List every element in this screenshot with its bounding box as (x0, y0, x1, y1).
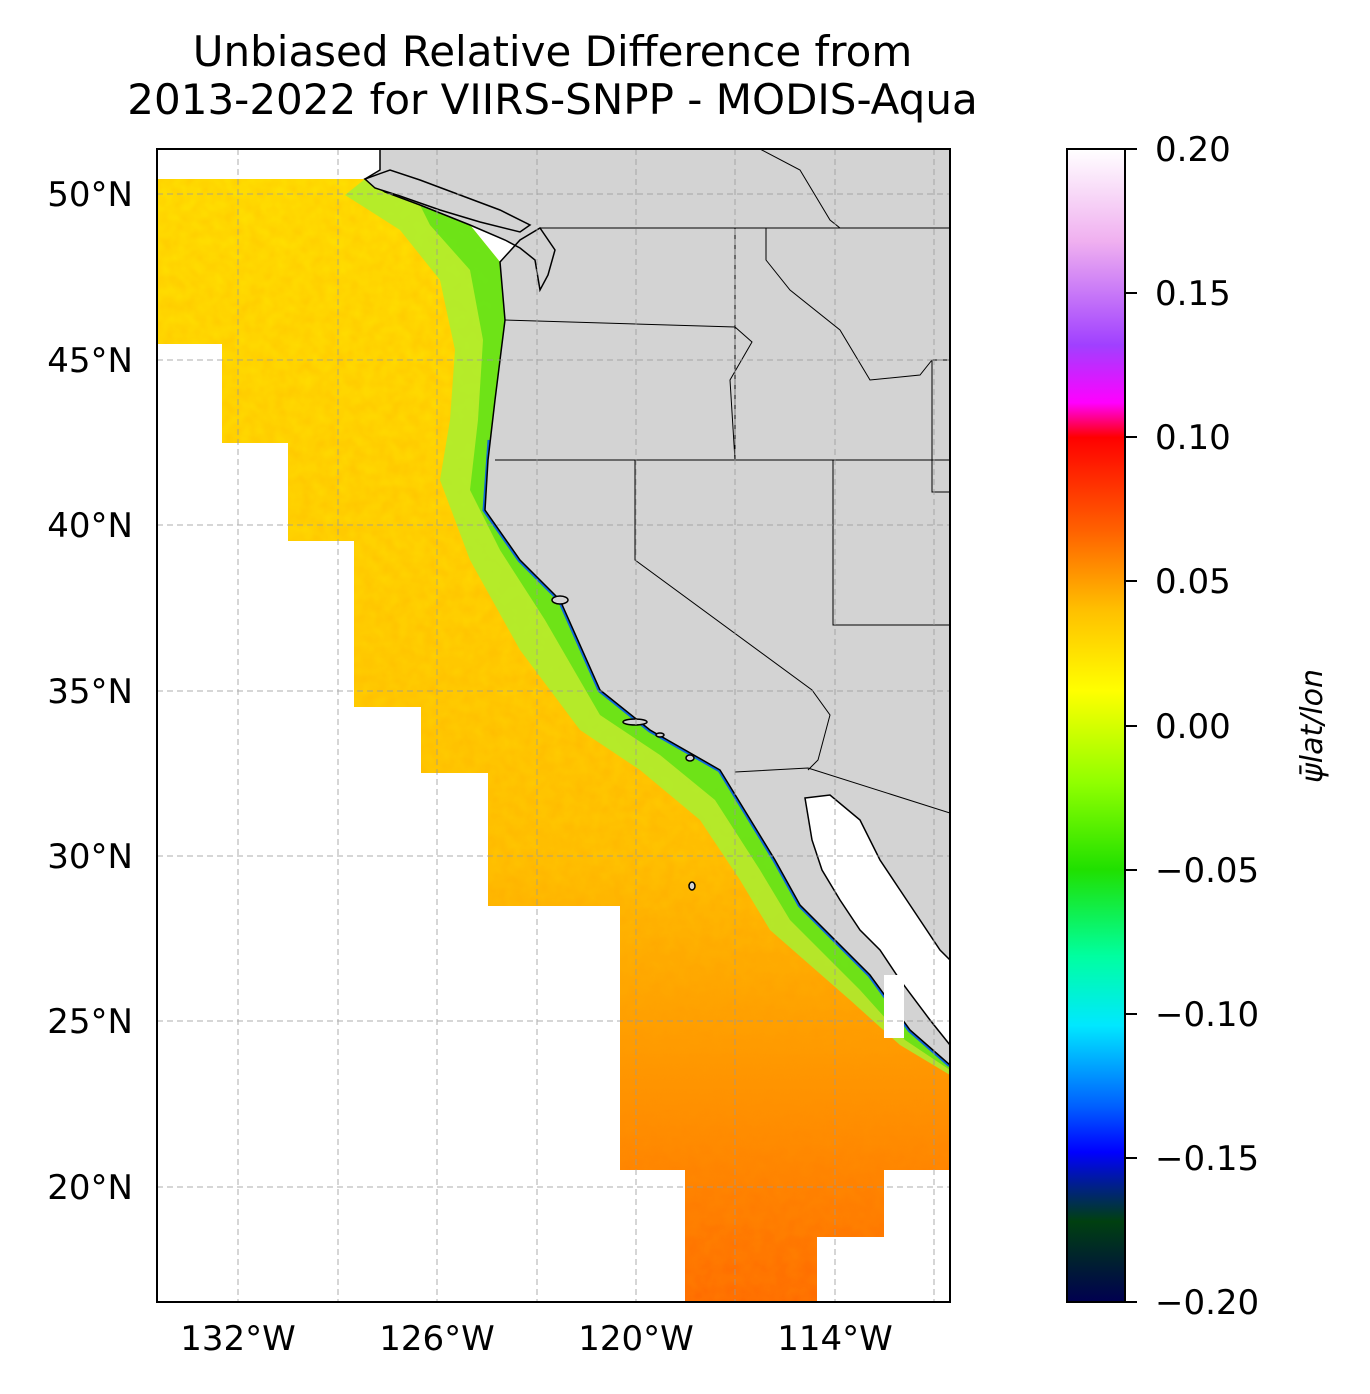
gridlines (157, 149, 950, 1302)
colorbar-ticks (1125, 148, 1137, 1303)
map-title: Unbiased Relative Difference from 2013-2… (0, 28, 1105, 124)
colorbar-tick-label: 0.10 (1155, 418, 1231, 458)
title-line-1: Unbiased Relative Difference from (192, 27, 913, 76)
colorbar-tick-label: 0.15 (1155, 274, 1231, 314)
map-frame (156, 148, 951, 1303)
lat-tick-label: 45°N (47, 341, 133, 381)
lat-tick-label: 25°N (47, 1002, 133, 1042)
map-panel (157, 149, 950, 1302)
lat-tick-label: 35°N (47, 672, 133, 712)
colorbar-tick-label: −0.05 (1155, 851, 1259, 891)
gulf-data-gap (884, 975, 904, 1038)
vancouver-island (363, 169, 532, 233)
gulf-of-california (804, 794, 950, 1047)
colorbar-tick-label: −0.15 (1155, 1139, 1259, 1179)
lat-tick-label: 40°N (47, 506, 133, 546)
lon-tick-label: 132°W (180, 1319, 296, 1359)
channel-islands (551, 595, 696, 891)
lon-tick-label: 126°W (379, 1319, 495, 1359)
colorbar-tick-label: 0.05 (1155, 562, 1231, 602)
colorbar-tick-label: −0.20 (1155, 1283, 1259, 1323)
title-line-2: 2013-2022 for VIIRS-SNPP - MODIS-Aqua (127, 75, 978, 124)
lon-tick-label: 114°W (777, 1319, 893, 1359)
lat-tick-labels: 50°N 45°N 40°N 35°N 30°N 25°N 20°N (47, 175, 133, 1208)
colorbar-tick-labels: 0.20 0.15 0.10 0.05 0.00 −0.05 −0.10 −0.… (1155, 130, 1259, 1323)
lat-tick-label: 20°N (47, 1168, 133, 1208)
colorbar-tick-label: −0.10 (1155, 995, 1259, 1035)
lon-tick-labels: 132°W 126°W 120°W 114°W (180, 1319, 893, 1359)
lon-tick-label: 120°W (578, 1319, 694, 1359)
colorbar (1066, 148, 1126, 1303)
colorbar-tick-label: 0.20 (1155, 130, 1231, 170)
colorbar-label: ψ̄lat/lon (1295, 669, 1330, 783)
lat-tick-label: 30°N (47, 837, 133, 877)
lat-tick-label: 50°N (47, 175, 133, 215)
colorbar-tick-label: 0.00 (1155, 707, 1231, 747)
